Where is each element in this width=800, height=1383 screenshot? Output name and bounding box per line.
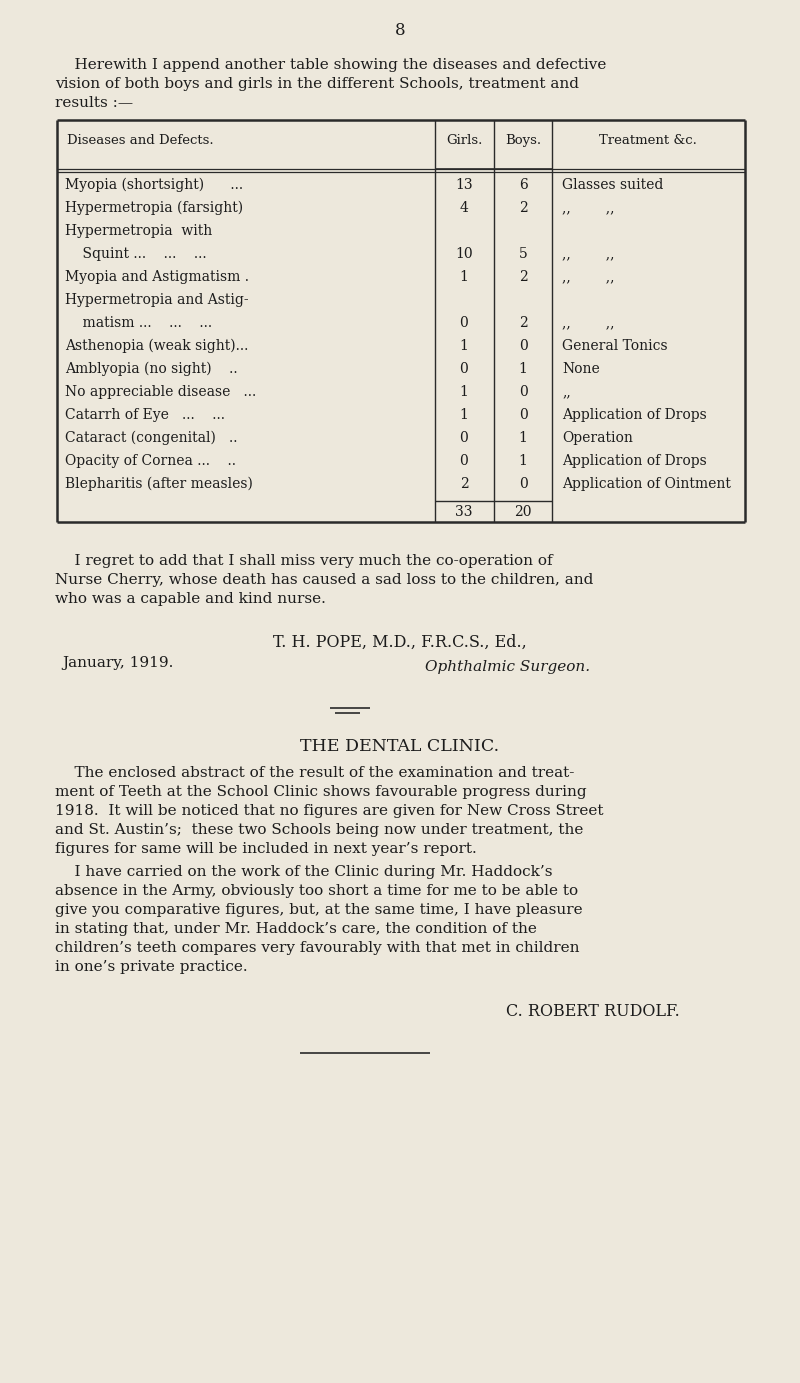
Text: in stating that, under Mr. Haddock’s care, the condition of the: in stating that, under Mr. Haddock’s car… [55, 922, 537, 936]
Text: Opacity of Cornea ...    ..: Opacity of Cornea ... .. [65, 454, 236, 467]
Text: Myopia (shortsight)      ...: Myopia (shortsight) ... [65, 178, 243, 192]
Text: Asthenopia (weak sight)...: Asthenopia (weak sight)... [65, 339, 248, 354]
Text: 33: 33 [455, 505, 473, 519]
Text: T. H. POPE, M.D., F.R.C.S., Ed.,: T. H. POPE, M.D., F.R.C.S., Ed., [273, 633, 527, 651]
Text: Diseases and Defects.: Diseases and Defects. [67, 134, 214, 147]
Text: Hypermetropia  with: Hypermetropia with [65, 224, 212, 238]
Text: 2: 2 [460, 477, 468, 491]
Text: 1: 1 [459, 270, 469, 284]
Text: Amblyopia (no sight)    ..: Amblyopia (no sight) .. [65, 362, 238, 376]
Text: 0: 0 [460, 454, 468, 467]
Text: matism ...    ...    ...: matism ... ... ... [65, 315, 212, 331]
Text: 1: 1 [459, 408, 469, 422]
Text: 0: 0 [518, 408, 527, 422]
Text: 1: 1 [518, 431, 527, 445]
Text: No appreciable disease   ...: No appreciable disease ... [65, 384, 256, 400]
Text: children’s teeth compares very favourably with that met in children: children’s teeth compares very favourabl… [55, 940, 579, 956]
Text: ment of Teeth at the School Clinic shows favourable progress during: ment of Teeth at the School Clinic shows… [55, 786, 586, 799]
Text: Operation: Operation [562, 431, 633, 445]
Text: Boys.: Boys. [505, 134, 541, 147]
Text: Catarrh of Eye   ...    ...: Catarrh of Eye ... ... [65, 408, 225, 422]
Text: None: None [562, 362, 600, 376]
Text: I have carried on the work of the Clinic during Mr. Haddock’s: I have carried on the work of the Clinic… [55, 864, 553, 880]
Text: Glasses suited: Glasses suited [562, 178, 663, 192]
Text: 10: 10 [455, 248, 473, 261]
Text: figures for same will be included in next year’s report.: figures for same will be included in nex… [55, 842, 477, 856]
Text: results :—: results :— [55, 95, 133, 111]
Text: 1: 1 [518, 454, 527, 467]
Text: Application of Drops: Application of Drops [562, 408, 706, 422]
Text: give you comparative figures, but, at the same time, I have pleasure: give you comparative figures, but, at th… [55, 903, 582, 917]
Text: ,,        ,,: ,, ,, [562, 315, 614, 331]
Text: 1: 1 [459, 384, 469, 400]
Text: ,,: ,, [562, 384, 570, 400]
Text: 1: 1 [518, 362, 527, 376]
Text: and St. Austin’s;  these two Schools being now under treatment, the: and St. Austin’s; these two Schools bein… [55, 823, 583, 837]
Text: 5: 5 [518, 248, 527, 261]
Text: I regret to add that I shall miss very much the co-operation of: I regret to add that I shall miss very m… [55, 555, 553, 568]
Text: General Tonics: General Tonics [562, 339, 668, 353]
Text: C. ROBERT RUDOLF.: C. ROBERT RUDOLF. [506, 1003, 680, 1021]
Text: January, 1919.: January, 1919. [62, 656, 174, 669]
Text: 20: 20 [514, 505, 532, 519]
Text: 0: 0 [518, 384, 527, 400]
Text: 2: 2 [518, 270, 527, 284]
Text: 2: 2 [518, 315, 527, 331]
Text: 0: 0 [518, 339, 527, 353]
Text: Squint ...    ...    ...: Squint ... ... ... [65, 248, 206, 261]
Text: ,,        ,,: ,, ,, [562, 248, 614, 261]
Text: Application of Drops: Application of Drops [562, 454, 706, 467]
Text: Myopia and Astigmatism .: Myopia and Astigmatism . [65, 270, 249, 284]
Text: ,,        ,,: ,, ,, [562, 270, 614, 284]
Text: 0: 0 [460, 315, 468, 331]
Text: 2: 2 [518, 201, 527, 214]
Text: Application of Ointment: Application of Ointment [562, 477, 731, 491]
Text: Hypermetropia and Astig-: Hypermetropia and Astig- [65, 293, 249, 307]
Text: The enclosed abstract of the result of the examination and treat-: The enclosed abstract of the result of t… [55, 766, 574, 780]
Text: in one’s private practice.: in one’s private practice. [55, 960, 248, 974]
Text: 1918.  It will be noticed that no figures are given for New Cross Street: 1918. It will be noticed that no figures… [55, 804, 603, 817]
Text: vision of both boys and girls in the different Schools, treatment and: vision of both boys and girls in the dif… [55, 77, 579, 91]
Text: ,,        ,,: ,, ,, [562, 201, 614, 214]
Text: 0: 0 [460, 431, 468, 445]
Text: who was a capable and kind nurse.: who was a capable and kind nurse. [55, 592, 326, 606]
Text: 13: 13 [455, 178, 473, 192]
Text: Cataract (congenital)   ..: Cataract (congenital) .. [65, 431, 238, 445]
Text: THE DENTAL CLINIC.: THE DENTAL CLINIC. [301, 739, 499, 755]
Text: 0: 0 [460, 362, 468, 376]
Text: Treatment &c.: Treatment &c. [599, 134, 697, 147]
Text: 8: 8 [394, 22, 406, 39]
Text: Hypermetropia (farsight): Hypermetropia (farsight) [65, 201, 243, 216]
Text: Girls.: Girls. [446, 134, 482, 147]
Text: 0: 0 [518, 477, 527, 491]
Text: Ophthalmic Surgeon.: Ophthalmic Surgeon. [425, 660, 590, 674]
Text: 1: 1 [459, 339, 469, 353]
Text: 6: 6 [518, 178, 527, 192]
Text: 4: 4 [459, 201, 469, 214]
Text: absence in the Army, obviously too short a time for me to be able to: absence in the Army, obviously too short… [55, 884, 578, 898]
Text: Blepharitis (after measles): Blepharitis (after measles) [65, 477, 253, 491]
Text: Herewith I append another table showing the diseases and defective: Herewith I append another table showing … [55, 58, 606, 72]
Text: Nurse Cherry, whose death has caused a sad loss to the children, and: Nurse Cherry, whose death has caused a s… [55, 573, 594, 586]
